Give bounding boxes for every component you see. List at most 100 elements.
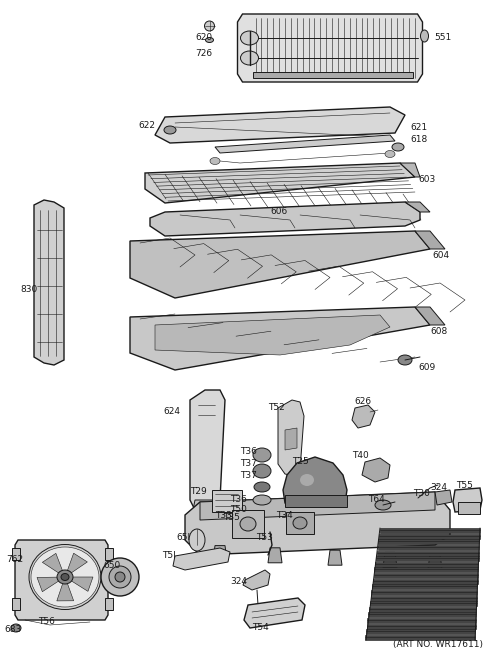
Ellipse shape: [253, 495, 271, 505]
Ellipse shape: [204, 21, 214, 31]
Polygon shape: [374, 567, 478, 572]
Text: T54: T54: [252, 624, 269, 632]
Text: 618: 618: [410, 134, 427, 143]
Polygon shape: [366, 629, 476, 634]
Text: 324: 324: [230, 578, 247, 586]
Polygon shape: [213, 545, 227, 561]
Polygon shape: [193, 500, 222, 516]
Polygon shape: [366, 624, 476, 629]
Ellipse shape: [109, 566, 131, 588]
Text: 606: 606: [270, 207, 287, 216]
Polygon shape: [372, 584, 478, 590]
Ellipse shape: [392, 143, 404, 151]
Polygon shape: [368, 613, 476, 617]
Ellipse shape: [293, 517, 307, 529]
Polygon shape: [400, 163, 420, 177]
Bar: [12, 598, 20, 610]
Polygon shape: [68, 553, 87, 572]
Bar: [285, 495, 347, 507]
Polygon shape: [376, 562, 478, 567]
Polygon shape: [383, 553, 397, 567]
Polygon shape: [373, 578, 478, 584]
Text: T40: T40: [352, 451, 369, 461]
Text: 626: 626: [354, 397, 371, 407]
Text: T35: T35: [223, 513, 240, 522]
Text: T25: T25: [292, 457, 309, 467]
Polygon shape: [405, 202, 430, 212]
Polygon shape: [72, 577, 93, 592]
Text: 324: 324: [430, 484, 447, 492]
Polygon shape: [243, 570, 270, 590]
Bar: [458, 502, 480, 514]
Polygon shape: [435, 490, 452, 505]
Text: 726: 726: [196, 49, 212, 59]
Ellipse shape: [206, 38, 214, 43]
Polygon shape: [278, 400, 304, 476]
Text: 551: 551: [434, 34, 452, 43]
Polygon shape: [372, 590, 477, 595]
Text: 620: 620: [196, 34, 212, 43]
Polygon shape: [215, 135, 395, 153]
Ellipse shape: [61, 574, 69, 580]
Polygon shape: [428, 554, 442, 569]
Polygon shape: [150, 202, 420, 236]
Bar: [252, 72, 412, 78]
Ellipse shape: [398, 355, 412, 365]
Text: T64: T64: [368, 495, 385, 505]
Polygon shape: [368, 618, 476, 623]
Text: T55: T55: [456, 480, 473, 490]
Ellipse shape: [300, 474, 314, 486]
Text: T52: T52: [268, 403, 285, 411]
Text: 683: 683: [4, 626, 21, 634]
Text: T36: T36: [230, 495, 247, 505]
Ellipse shape: [189, 529, 205, 551]
Polygon shape: [155, 315, 390, 355]
Ellipse shape: [254, 482, 270, 492]
Text: T53: T53: [256, 534, 273, 542]
Text: 604: 604: [432, 251, 449, 259]
Ellipse shape: [385, 151, 395, 157]
Text: T50: T50: [230, 505, 247, 515]
Text: (ART NO. WR17611): (ART NO. WR17611): [393, 640, 483, 649]
Polygon shape: [285, 428, 297, 450]
Text: 650: 650: [103, 561, 120, 570]
Text: T5I: T5I: [162, 551, 176, 559]
Polygon shape: [378, 545, 479, 550]
Polygon shape: [370, 601, 476, 606]
Polygon shape: [415, 231, 445, 249]
Text: 65I: 65I: [176, 534, 190, 542]
Text: T30: T30: [413, 488, 430, 497]
Bar: [105, 598, 113, 610]
Polygon shape: [268, 548, 282, 563]
Polygon shape: [369, 607, 476, 612]
Polygon shape: [185, 492, 450, 555]
Ellipse shape: [240, 517, 256, 531]
Ellipse shape: [57, 570, 73, 584]
Text: T37: T37: [240, 459, 257, 468]
Polygon shape: [283, 457, 347, 503]
Polygon shape: [57, 584, 74, 601]
Text: T56: T56: [38, 617, 55, 626]
Ellipse shape: [240, 31, 258, 45]
Polygon shape: [42, 553, 62, 573]
Ellipse shape: [420, 30, 428, 42]
Polygon shape: [378, 540, 480, 544]
Polygon shape: [415, 307, 445, 325]
Ellipse shape: [240, 51, 258, 65]
Polygon shape: [365, 635, 475, 640]
Text: 622: 622: [138, 120, 155, 130]
Ellipse shape: [164, 126, 176, 134]
Polygon shape: [155, 107, 405, 143]
Bar: [286, 512, 314, 534]
Text: 608: 608: [430, 328, 448, 336]
Text: T33: T33: [215, 511, 232, 520]
Text: 609: 609: [418, 363, 435, 372]
Text: T37: T37: [240, 472, 257, 480]
Ellipse shape: [249, 511, 261, 521]
Text: T29: T29: [190, 488, 207, 497]
Bar: [105, 548, 113, 560]
Bar: [232, 510, 264, 538]
Ellipse shape: [31, 547, 99, 607]
Polygon shape: [376, 556, 478, 561]
Ellipse shape: [253, 464, 271, 478]
